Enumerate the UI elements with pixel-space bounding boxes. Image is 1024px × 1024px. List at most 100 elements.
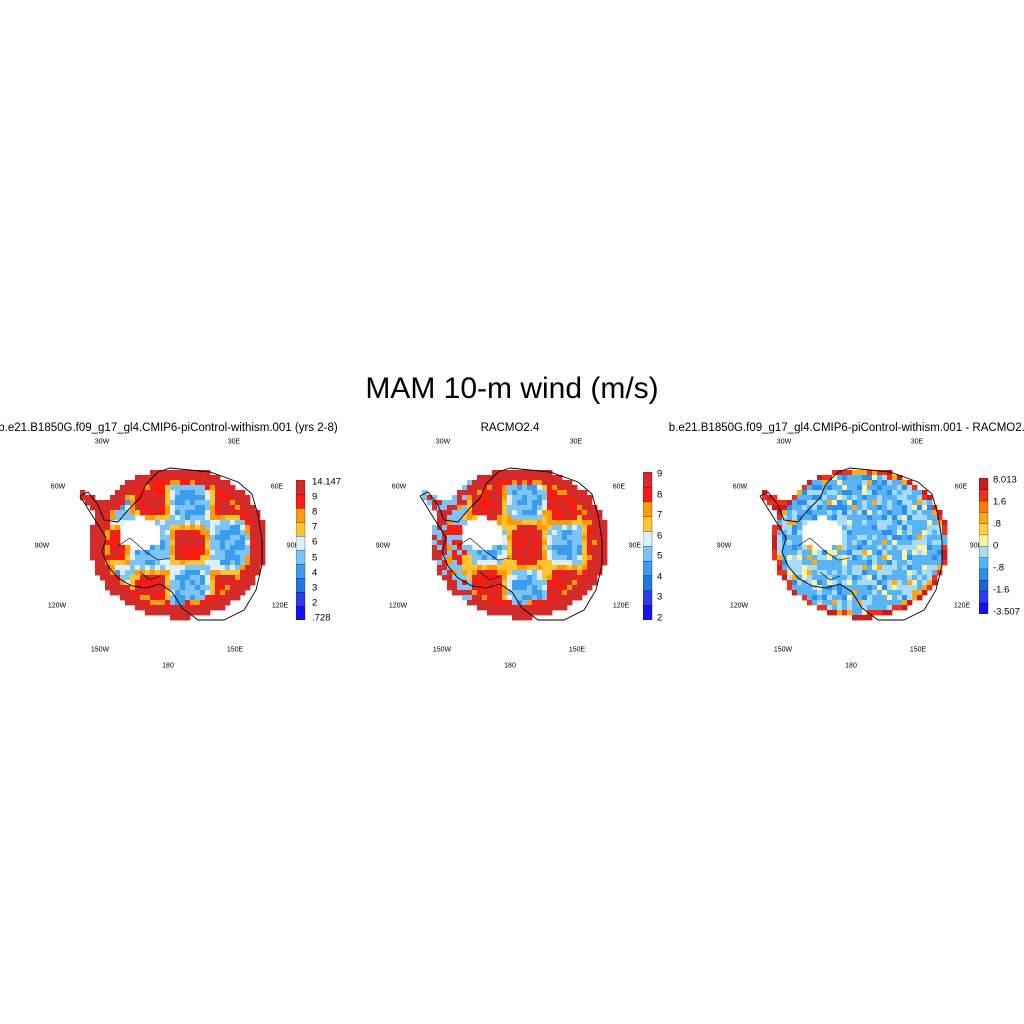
field-cell	[907, 560, 913, 566]
field-cell	[877, 595, 883, 601]
field-cell	[547, 555, 553, 561]
field-cell	[517, 480, 523, 486]
field-cell	[567, 525, 573, 531]
field-cell	[240, 515, 246, 521]
field-cell	[877, 610, 883, 616]
field-cell	[185, 540, 191, 546]
field-cell	[115, 500, 121, 506]
field-cell	[562, 560, 568, 566]
field-cell	[527, 505, 533, 511]
field-cell	[497, 545, 503, 551]
field-cell	[862, 485, 868, 491]
field-cell	[442, 505, 448, 511]
field-cell	[205, 470, 211, 476]
field-cell	[487, 500, 493, 506]
field-cell	[787, 545, 793, 551]
field-cell	[537, 490, 543, 496]
field-cell	[597, 555, 603, 561]
field-cell	[932, 520, 938, 526]
field-cell	[205, 610, 211, 616]
field-cell	[512, 550, 518, 556]
field-cell	[482, 490, 488, 496]
field-cell	[912, 580, 918, 586]
field-cell	[100, 555, 106, 561]
field-cell	[562, 530, 568, 536]
field-cell	[462, 485, 468, 491]
field-cell	[135, 600, 141, 606]
field-cell	[852, 505, 858, 511]
field-cell	[862, 595, 868, 601]
field-cell	[225, 560, 231, 566]
field-cell	[437, 565, 443, 571]
field-cell	[522, 540, 528, 546]
field-cell	[867, 480, 873, 486]
field-cell	[592, 560, 598, 566]
field-cell	[240, 580, 246, 586]
field-cell	[125, 505, 131, 511]
field-cell	[250, 545, 256, 551]
field-cell	[557, 600, 563, 606]
field-cell	[220, 515, 226, 521]
field-cell	[852, 500, 858, 506]
field-cell	[170, 530, 176, 536]
field-cell	[837, 570, 843, 576]
field-cell	[532, 480, 538, 486]
field-cell	[175, 555, 181, 561]
field-cell	[537, 585, 543, 591]
field-cell	[787, 525, 793, 531]
field-cell	[447, 525, 453, 531]
field-cell	[917, 535, 923, 541]
field-cell	[235, 535, 241, 541]
field-cell	[862, 605, 868, 611]
field-cell	[502, 540, 508, 546]
field-cell	[210, 530, 216, 536]
field-cell	[502, 490, 508, 496]
field-cell	[942, 535, 948, 541]
field-cell	[912, 560, 918, 566]
field-cell	[562, 590, 568, 596]
field-cell	[150, 590, 156, 596]
field-cell	[90, 540, 96, 546]
field-cell	[897, 555, 903, 561]
field-cell	[802, 590, 808, 596]
field-cell	[462, 590, 468, 596]
field-cell	[787, 540, 793, 546]
field-cell	[462, 565, 468, 571]
field-cell	[892, 525, 898, 531]
field-cell	[457, 500, 463, 506]
field-cell	[582, 575, 588, 581]
field-cell	[190, 510, 196, 516]
field-cell	[872, 610, 878, 616]
field-cell	[552, 575, 558, 581]
field-cell	[542, 485, 548, 491]
field-cell	[887, 570, 893, 576]
field-cell	[165, 600, 171, 606]
field-cell	[577, 575, 583, 581]
field-cell	[847, 570, 853, 576]
field-cell	[542, 530, 548, 536]
field-cell	[807, 600, 813, 606]
field-cell	[467, 500, 473, 506]
field-cell	[195, 610, 201, 616]
field-cell	[567, 520, 573, 526]
field-cell	[215, 535, 221, 541]
field-cell	[572, 515, 578, 521]
field-cell	[582, 525, 588, 531]
field-cell	[115, 550, 121, 556]
field-cell	[467, 560, 473, 566]
field-cell	[557, 570, 563, 576]
field-cell	[812, 560, 818, 566]
field-cell	[557, 510, 563, 516]
field-cell	[927, 575, 933, 581]
field-cell	[842, 550, 848, 556]
field-cell	[942, 530, 948, 536]
field-cell	[557, 580, 563, 586]
field-cell	[210, 505, 216, 511]
field-cell	[457, 575, 463, 581]
field-cell	[912, 575, 918, 581]
field-cell	[787, 520, 793, 526]
field-cell	[567, 540, 573, 546]
field-cell	[200, 550, 206, 556]
field-cell	[512, 485, 518, 491]
field-cell	[577, 520, 583, 526]
